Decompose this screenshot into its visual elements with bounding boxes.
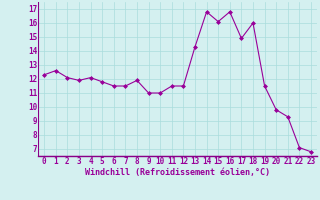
X-axis label: Windchill (Refroidissement éolien,°C): Windchill (Refroidissement éolien,°C) [85, 168, 270, 177]
